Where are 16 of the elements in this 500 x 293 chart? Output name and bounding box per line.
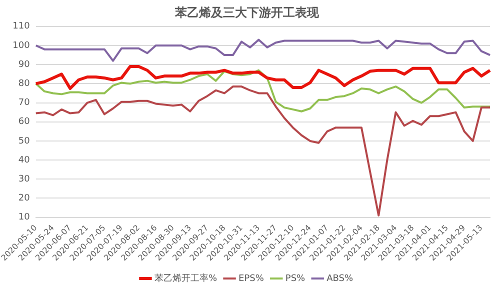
y-tick-label: 60 [18,117,30,128]
y-tick-label: 100 [12,40,30,51]
chart-title: 苯乙烯及三大下游开工表现 [174,5,320,20]
legend-label: 苯乙烯开工率% [154,272,218,284]
y-tick-label: 50 [18,136,30,146]
y-tick-label: 110 [12,22,30,32]
y-tick-label: 30 [18,174,30,184]
y-tick-label: 90 [18,60,30,70]
legend-label: PS% [285,274,306,284]
legend-label: ABS% [326,274,354,284]
y-tick-label: 80 [18,79,30,90]
y-tick-label: 70 [18,98,30,108]
y-tick-label: 10 [18,212,30,223]
y-tick-label: 40 [18,155,30,166]
legend-label: EPS% [238,274,264,284]
y-tick-label: 20 [18,194,30,204]
